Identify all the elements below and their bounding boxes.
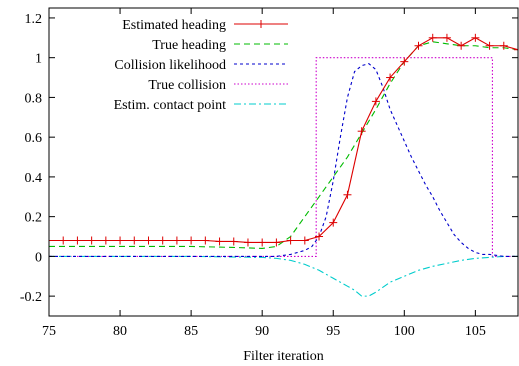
x-axis-label: Filter iteration	[243, 349, 323, 364]
legend-label: Collision likelihood	[114, 58, 226, 73]
data-point-marker	[329, 218, 338, 227]
data-point-marker	[457, 41, 466, 50]
series-layer	[49, 33, 518, 297]
data-point-marker	[101, 236, 110, 245]
series-line-2	[49, 63, 518, 257]
x-tick-label: 90	[255, 324, 269, 339]
x-tick-label: 80	[113, 324, 127, 339]
data-point-marker	[514, 45, 518, 54]
y-tick-label: 0.6	[25, 131, 43, 146]
data-point-marker	[386, 73, 395, 82]
legend-label: True heading	[152, 38, 226, 53]
data-point-marker	[371, 97, 380, 106]
data-point-marker	[272, 238, 281, 247]
data-point-marker	[485, 41, 494, 50]
series-line-4	[49, 255, 518, 297]
data-point-marker	[471, 33, 480, 42]
data-point-marker	[243, 238, 252, 247]
data-point-marker	[87, 236, 96, 245]
x-tick-label: 105	[465, 324, 486, 339]
x-tick-label: 100	[394, 324, 415, 339]
data-point-marker	[414, 41, 423, 50]
series-line-3	[49, 57, 518, 257]
data-point-marker	[201, 236, 210, 245]
y-axis: -0.2 0 0.2 0.4 0.6 0.8 1 1.2	[20, 12, 518, 305]
y-tick-label: -0.2	[20, 290, 42, 305]
data-point-marker	[229, 237, 238, 246]
y-tick-label: 1	[35, 52, 42, 67]
data-point-marker	[49, 236, 53, 245]
x-tick-label: 85	[184, 324, 198, 339]
legend-label: True collision	[148, 78, 226, 93]
data-point-marker	[130, 236, 139, 245]
data-point-marker	[428, 33, 437, 42]
y-tick-label: 0.2	[25, 211, 43, 226]
data-point-marker	[442, 33, 451, 42]
data-point-marker	[286, 236, 295, 245]
data-point-marker	[158, 236, 167, 245]
y-tick-label: 0.8	[25, 91, 43, 106]
data-point-marker	[73, 236, 82, 245]
data-point-marker	[258, 238, 267, 247]
data-point-marker	[343, 190, 352, 199]
legend-label: Estimated heading	[122, 18, 226, 33]
x-tick-label: 95	[326, 324, 340, 339]
legend-label: Estim. contact point	[114, 98, 226, 113]
data-point-marker	[400, 57, 409, 66]
data-point-marker	[144, 236, 153, 245]
data-point-marker	[315, 232, 324, 241]
data-point-marker	[499, 41, 508, 50]
series-line-0	[49, 37, 518, 244]
data-point-marker	[172, 236, 181, 245]
data-point-marker	[59, 236, 68, 245]
y-tick-label: 0	[35, 250, 42, 265]
data-point-marker	[116, 236, 125, 245]
y-tick-label: 1.2	[25, 12, 43, 27]
data-point-marker	[357, 127, 366, 136]
data-point-marker	[187, 236, 196, 245]
y-tick-label: 0.4	[25, 171, 43, 186]
x-tick-label: 75	[42, 324, 56, 339]
data-point-marker	[300, 236, 309, 245]
data-point-marker	[215, 237, 224, 246]
x-axis: 75 80 85 90 95 100 105	[42, 8, 486, 339]
legend: Estimated heading True heading Collision l…	[114, 18, 288, 113]
plot-frame	[48, 7, 519, 317]
